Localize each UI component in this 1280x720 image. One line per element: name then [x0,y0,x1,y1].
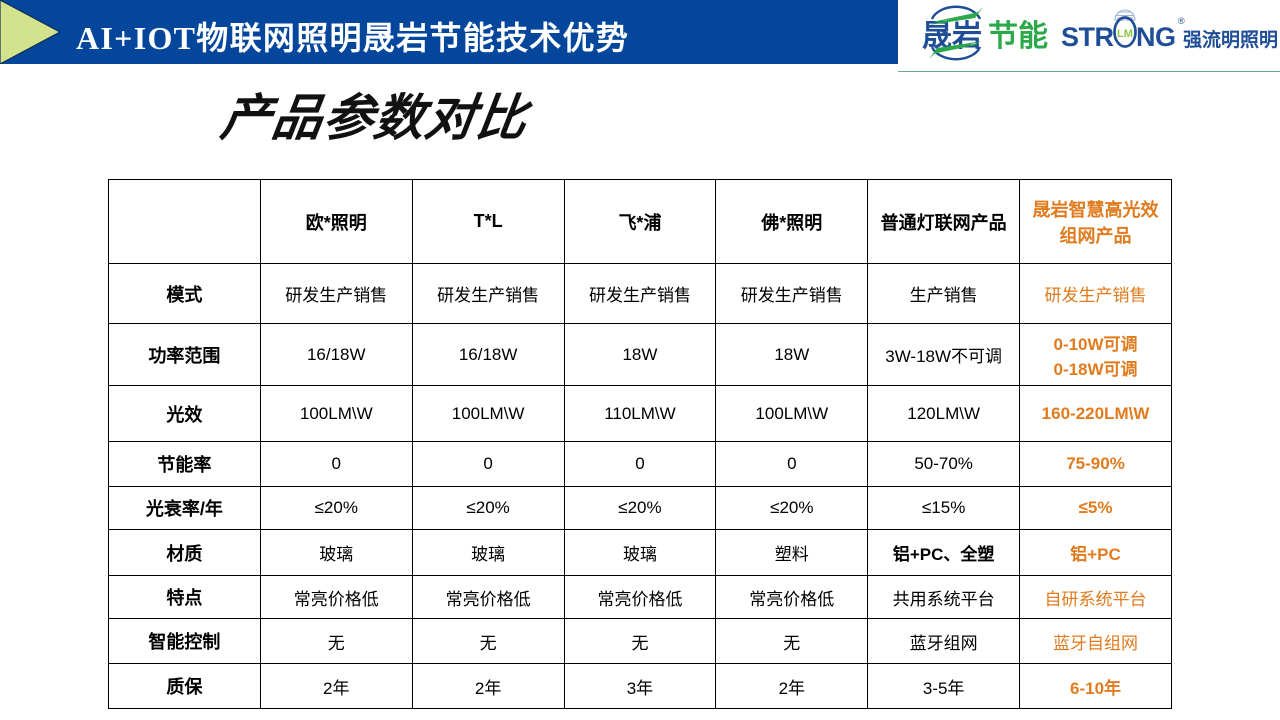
svg-text:LM: LM [1117,28,1133,40]
svg-text:NG: NG [1136,22,1176,52]
svg-text:STR: STR [1061,22,1114,52]
svg-text:强流明照明: 强流明照明 [1183,28,1278,51]
svg-text:®: ® [1178,16,1185,26]
svg-text:节能: 节能 [988,20,1048,53]
